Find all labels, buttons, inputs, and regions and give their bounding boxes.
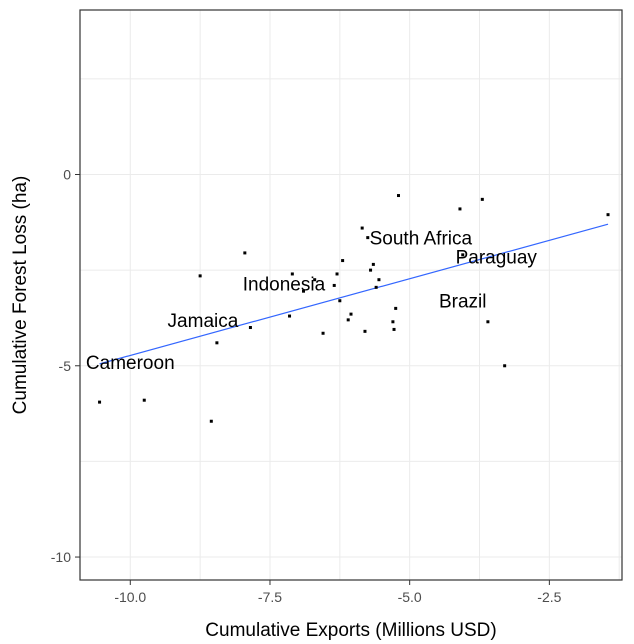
data-point [215, 341, 219, 345]
y-axis: -10 -5 0 [51, 166, 80, 565]
data-point [335, 272, 339, 276]
data-point [392, 327, 396, 331]
data-point [369, 268, 373, 272]
x-tick-label: -10.0 [114, 589, 146, 605]
data-point [349, 312, 353, 316]
data-point [332, 283, 336, 287]
data-point [248, 326, 252, 330]
data-point [391, 320, 395, 324]
data-point [338, 299, 342, 303]
data-point [394, 306, 398, 310]
data-point [480, 197, 484, 201]
data-point [363, 329, 367, 333]
data-point [341, 259, 345, 263]
point-label: Cameroon [86, 353, 175, 374]
point-label: Paraguay [456, 248, 538, 269]
data-point [396, 194, 400, 198]
data-point [346, 318, 350, 322]
x-axis-title: Cumulative Exports (Millions USD) [205, 620, 496, 641]
point-label: South Africa [370, 229, 473, 250]
x-axis: -10.0 -7.5 -5.0 -2.5 [114, 580, 562, 605]
y-tick-label: -5 [59, 358, 72, 374]
data-point [98, 400, 102, 404]
data-point [360, 226, 364, 230]
data-point [366, 236, 370, 240]
trend-line [99, 223, 609, 365]
data-point [377, 278, 381, 282]
y-tick-label: -10 [51, 549, 71, 565]
x-tick-label: -7.5 [258, 589, 282, 605]
data-point [461, 253, 465, 257]
data-point [503, 364, 507, 368]
data-point [321, 331, 325, 335]
point-label: Indonesia [243, 274, 326, 295]
x-tick-label: -2.5 [537, 589, 561, 605]
data-point [288, 314, 292, 318]
x-tick-label: -5.0 [398, 589, 422, 605]
data-point [486, 320, 490, 324]
data-point [374, 285, 378, 289]
data-point [606, 213, 610, 217]
data-point [458, 207, 462, 211]
data-point [313, 278, 317, 282]
data-point [243, 251, 247, 255]
panel-border [79, 9, 623, 581]
data-point [302, 289, 306, 293]
y-axis-title: Cumulative Forest Loss (ha) [10, 176, 31, 415]
point-label: Brazil [439, 292, 487, 313]
data-point [209, 419, 213, 423]
data-points [98, 194, 610, 423]
data-point [371, 262, 375, 266]
data-point [290, 272, 294, 276]
y-tick-label: 0 [63, 166, 71, 182]
grid-lines [80, 10, 622, 580]
data-point [198, 274, 202, 278]
point-label: Jamaica [168, 311, 239, 332]
data-point [142, 398, 146, 402]
